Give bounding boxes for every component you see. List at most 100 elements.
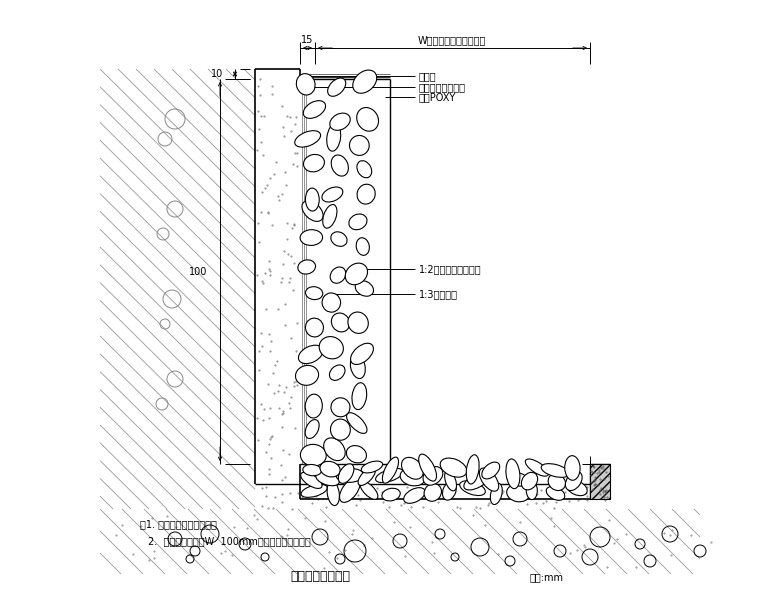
Ellipse shape — [330, 267, 346, 283]
Ellipse shape — [360, 482, 378, 500]
Ellipse shape — [548, 474, 565, 491]
Ellipse shape — [445, 471, 457, 491]
Text: 2.  屑件卵石子数遇W  100mm半径者平分割调整。: 2. 屑件卵石子数遇W 100mm半径者平分割调整。 — [148, 536, 311, 546]
Ellipse shape — [306, 318, 324, 337]
Ellipse shape — [296, 74, 315, 95]
Ellipse shape — [300, 444, 326, 466]
Ellipse shape — [322, 187, 343, 202]
Ellipse shape — [338, 464, 354, 483]
Text: 单位:mm: 单位:mm — [530, 572, 564, 582]
Ellipse shape — [306, 188, 319, 211]
Ellipse shape — [348, 312, 369, 334]
Ellipse shape — [423, 467, 443, 485]
Ellipse shape — [565, 456, 580, 480]
Ellipse shape — [347, 446, 366, 463]
Ellipse shape — [303, 101, 325, 119]
Ellipse shape — [565, 471, 582, 491]
Ellipse shape — [327, 124, 340, 151]
Ellipse shape — [350, 343, 373, 364]
Ellipse shape — [507, 473, 529, 486]
Ellipse shape — [320, 461, 340, 477]
Ellipse shape — [336, 468, 364, 482]
Ellipse shape — [302, 201, 323, 222]
Ellipse shape — [303, 155, 325, 172]
Ellipse shape — [300, 229, 322, 246]
Ellipse shape — [382, 457, 398, 483]
Ellipse shape — [375, 468, 403, 483]
Ellipse shape — [356, 238, 369, 255]
Ellipse shape — [306, 287, 323, 300]
Text: 1:3水泥砂浆: 1:3水泥砂浆 — [419, 289, 458, 299]
Text: 15: 15 — [301, 35, 313, 45]
Ellipse shape — [357, 184, 375, 204]
Ellipse shape — [355, 281, 374, 297]
Ellipse shape — [301, 472, 322, 488]
Ellipse shape — [419, 454, 436, 481]
Ellipse shape — [319, 337, 344, 359]
Ellipse shape — [306, 419, 319, 438]
Ellipse shape — [349, 214, 367, 230]
Ellipse shape — [306, 394, 322, 418]
Ellipse shape — [331, 313, 350, 332]
Text: 卵面层: 卵面层 — [419, 71, 437, 81]
Ellipse shape — [482, 462, 500, 479]
Ellipse shape — [298, 260, 315, 274]
Ellipse shape — [566, 480, 587, 495]
Text: 1:2水泥掺天然卵石粉: 1:2水泥掺天然卵石粉 — [419, 264, 482, 274]
Ellipse shape — [296, 365, 318, 385]
Ellipse shape — [331, 419, 350, 440]
Ellipse shape — [424, 483, 442, 501]
Text: 100: 100 — [188, 267, 207, 277]
Ellipse shape — [323, 204, 337, 228]
Ellipse shape — [329, 365, 345, 380]
Text: 注1. 卵石子采天然鹅卵石。: 注1. 卵石子采天然鹅卵石。 — [140, 519, 217, 529]
Ellipse shape — [404, 488, 425, 503]
Ellipse shape — [401, 468, 425, 486]
Ellipse shape — [521, 473, 537, 490]
Ellipse shape — [331, 232, 347, 246]
Ellipse shape — [507, 485, 530, 502]
Ellipse shape — [442, 482, 456, 500]
Ellipse shape — [328, 78, 346, 96]
Ellipse shape — [356, 108, 378, 131]
Ellipse shape — [460, 481, 486, 495]
Ellipse shape — [401, 458, 423, 479]
Ellipse shape — [295, 131, 321, 147]
Ellipse shape — [340, 478, 360, 503]
Ellipse shape — [324, 438, 345, 461]
Ellipse shape — [382, 488, 401, 501]
Ellipse shape — [330, 113, 350, 131]
Ellipse shape — [490, 483, 502, 504]
Ellipse shape — [526, 481, 537, 500]
Ellipse shape — [352, 383, 367, 410]
Text: 涂布POXY: 涂布POXY — [419, 92, 456, 102]
Ellipse shape — [350, 135, 369, 155]
Ellipse shape — [299, 345, 323, 364]
Ellipse shape — [525, 459, 549, 476]
Ellipse shape — [322, 293, 340, 312]
Bar — [590, 464, 610, 499]
Ellipse shape — [302, 464, 321, 476]
Ellipse shape — [345, 263, 368, 285]
Ellipse shape — [331, 398, 350, 417]
Ellipse shape — [347, 413, 367, 434]
Ellipse shape — [353, 70, 377, 93]
Ellipse shape — [546, 486, 565, 500]
Ellipse shape — [466, 455, 479, 484]
Ellipse shape — [464, 472, 489, 490]
Ellipse shape — [480, 468, 499, 491]
Text: 网笼刷涂一底二度: 网笼刷涂一底二度 — [419, 82, 466, 92]
Ellipse shape — [358, 467, 375, 485]
Ellipse shape — [506, 459, 520, 489]
Ellipse shape — [440, 458, 467, 477]
Text: 卵石子踢脚大样图: 卵石子踢脚大样图 — [290, 570, 350, 583]
Ellipse shape — [361, 461, 382, 473]
Ellipse shape — [357, 161, 372, 178]
Ellipse shape — [541, 464, 569, 477]
Ellipse shape — [350, 355, 366, 379]
Text: W（另详平面示意详图）: W（另详平面示意详图） — [418, 35, 486, 45]
Ellipse shape — [331, 155, 348, 176]
Text: 10: 10 — [211, 69, 223, 79]
Ellipse shape — [316, 472, 340, 486]
Ellipse shape — [327, 481, 340, 506]
